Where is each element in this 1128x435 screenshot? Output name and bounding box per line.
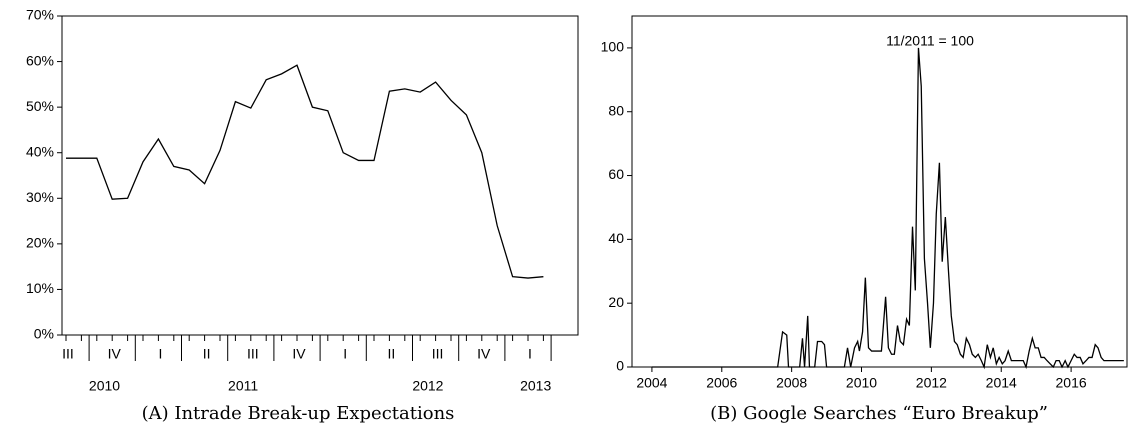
x-tick-label: II: [203, 346, 211, 362]
x-tick-label: IV: [292, 346, 306, 362]
y-tick-label: 40: [608, 230, 624, 246]
y-tick-label: 10%: [26, 280, 54, 296]
year-label: 2010: [89, 378, 120, 394]
x-tick-label: I: [343, 346, 347, 362]
x-tick-label: 2006: [706, 375, 737, 391]
x-tick-label: III: [62, 346, 74, 362]
y-tick-label: 0: [616, 358, 624, 374]
x-tick-label: IV: [477, 346, 491, 362]
x-tick-label: 2012: [916, 375, 947, 391]
y-tick-label: 60%: [26, 52, 54, 68]
y-tick-label: 20%: [26, 235, 54, 251]
y-tick-label: 30%: [26, 189, 54, 205]
x-tick-label: 2004: [636, 375, 667, 391]
x-tick-label: 2016: [1056, 375, 1087, 391]
series-line: [651, 47, 1124, 370]
y-tick-label: 60: [608, 166, 624, 182]
series-line: [66, 64, 544, 279]
x-tick-label: 2008: [776, 375, 807, 391]
x-tick-label: I: [158, 346, 162, 362]
y-tick-label: 50%: [26, 98, 54, 114]
x-tick-label: IV: [108, 346, 122, 362]
caption-a: (A) Intrade Break-up Expectations: [142, 403, 455, 424]
year-label: 2013: [520, 378, 551, 394]
plot-frame: [631, 15, 1128, 368]
y-tick-label: 0%: [34, 326, 54, 342]
y-tick-label: 100: [601, 39, 625, 55]
caption-b: (B) Google Searches “Euro Breakup”: [710, 403, 1048, 424]
x-tick-label: II: [388, 346, 396, 362]
x-tick-label: III: [432, 346, 444, 362]
y-tick-label: 20: [608, 294, 624, 310]
x-tick-label: 2010: [846, 375, 877, 391]
y-tick-label: 80: [608, 102, 624, 118]
y-tick-label: 70%: [26, 7, 54, 23]
year-label: 2011: [228, 378, 258, 394]
x-tick-label: 2014: [986, 375, 1017, 391]
year-label: 2012: [412, 378, 443, 394]
annotation: 11/2011 = 100: [886, 33, 974, 49]
x-tick-label: III: [247, 346, 259, 362]
plot-frame: [61, 15, 579, 336]
y-tick-label: 40%: [26, 143, 54, 159]
x-tick-label: I: [528, 346, 532, 362]
